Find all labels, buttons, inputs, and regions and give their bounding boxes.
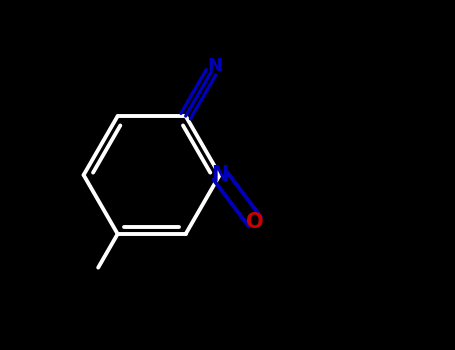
Text: N: N xyxy=(211,165,228,185)
Text: N: N xyxy=(207,57,222,75)
Text: O: O xyxy=(246,212,263,232)
